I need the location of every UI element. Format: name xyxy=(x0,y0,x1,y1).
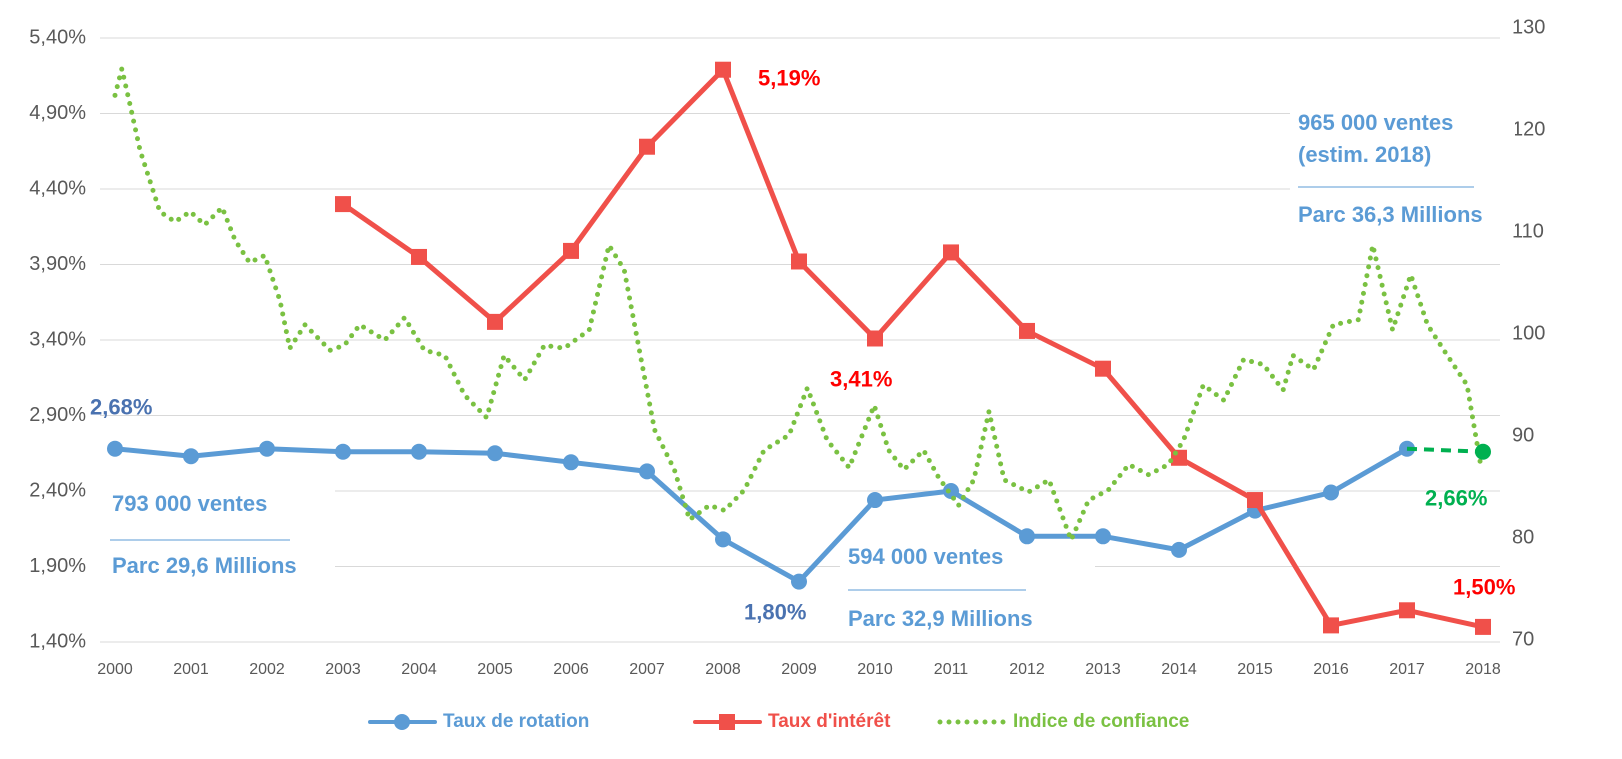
annotation: 793 000 ventes xyxy=(112,491,267,516)
data-label: 2,68% xyxy=(90,395,152,420)
marker xyxy=(335,196,351,213)
x-tick-label: 2012 xyxy=(1009,661,1045,678)
x-tick-label: 2011 xyxy=(934,661,969,678)
y2-tick-label: 110 xyxy=(1512,220,1544,242)
marker xyxy=(411,248,427,265)
marker xyxy=(563,242,579,259)
annotation: 965 000 ventes xyxy=(1298,110,1453,135)
y-tick-label: 2,40% xyxy=(29,479,86,501)
x-tick-label: 2013 xyxy=(1085,661,1121,678)
marker xyxy=(1475,443,1491,460)
marker xyxy=(867,492,883,509)
data-label: 2,66% xyxy=(1425,486,1487,511)
y2-tick-label: 100 xyxy=(1512,322,1545,344)
annotation: 594 000 ventes xyxy=(848,544,1003,569)
x-tick-label: 2015 xyxy=(1237,661,1273,678)
annotation-box xyxy=(840,540,1095,635)
legend-label: Taux d'intérêt xyxy=(768,711,891,732)
marker xyxy=(411,443,427,460)
y2-tick-label: 120 xyxy=(1512,118,1545,140)
marker xyxy=(259,440,275,457)
marker xyxy=(183,448,199,465)
data-label: 5,19% xyxy=(758,66,820,91)
marker xyxy=(943,483,959,499)
y2-tick-label: 80 xyxy=(1512,526,1534,548)
x-tick-label: 2016 xyxy=(1313,661,1349,678)
legend-label: Taux de rotation xyxy=(443,711,589,732)
y-tick-label: 3,90% xyxy=(29,253,86,275)
marker xyxy=(943,244,959,261)
y-tick-label: 2,90% xyxy=(29,404,86,426)
marker xyxy=(791,253,807,270)
x-tick-label: 2009 xyxy=(781,661,817,678)
marker xyxy=(335,443,351,460)
marker xyxy=(1019,322,1035,339)
x-tick-label: 2005 xyxy=(477,661,513,678)
series-line xyxy=(340,67,1486,630)
marker xyxy=(487,445,503,462)
x-tick-label: 2007 xyxy=(629,661,665,678)
marker xyxy=(639,463,655,480)
marker xyxy=(867,330,883,347)
marker xyxy=(107,440,123,457)
x-tick-label: 2002 xyxy=(249,661,285,678)
marker xyxy=(791,573,807,590)
y-tick-label: 4,40% xyxy=(29,177,86,199)
x-tick-label: 2017 xyxy=(1389,661,1425,678)
marker xyxy=(1399,602,1415,619)
x-tick-label: 2004 xyxy=(401,661,437,678)
marker xyxy=(1247,492,1263,509)
y2-tick-label: 130 xyxy=(1512,16,1545,38)
y-tick-label: 1,90% xyxy=(29,555,86,577)
marker xyxy=(1475,618,1491,635)
estimate-line xyxy=(1406,446,1484,454)
legend-marker xyxy=(719,714,735,730)
marker xyxy=(715,531,731,548)
marker xyxy=(1323,617,1339,634)
x-tick-label: 2018 xyxy=(1465,661,1501,678)
marker xyxy=(1323,484,1339,501)
marker xyxy=(1019,528,1035,545)
series-line xyxy=(112,446,1410,585)
annotation-box xyxy=(100,485,335,585)
x-tick-label: 2008 xyxy=(705,661,741,678)
annotation: (estim. 2018) xyxy=(1298,142,1431,167)
series-line xyxy=(112,66,1484,543)
x-tick-label: 2014 xyxy=(1161,661,1197,678)
legend-label: Indice de confiance xyxy=(1013,711,1189,732)
y-tick-label: 4,90% xyxy=(29,102,86,124)
annotation: Parc 36,3 Millions xyxy=(1298,202,1483,227)
data-label: 3,41% xyxy=(830,366,892,391)
legend-marker xyxy=(394,714,410,730)
annotation: Parc 29,6 Millions xyxy=(112,553,297,578)
annotation-box xyxy=(1290,100,1515,235)
y-tick-label: 1,40% xyxy=(29,630,86,652)
y2-tick-label: 90 xyxy=(1512,424,1534,446)
x-tick-label: 2010 xyxy=(857,661,893,678)
x-tick-label: 2000 xyxy=(97,661,133,678)
data-label: 1,80% xyxy=(744,599,806,624)
y-tick-label: 5,40% xyxy=(29,26,86,48)
y2-tick-label: 70 xyxy=(1512,628,1534,650)
marker xyxy=(1095,528,1111,545)
marker xyxy=(715,61,731,78)
marker xyxy=(1171,541,1187,558)
data-label: 1,50% xyxy=(1453,575,1515,600)
marker xyxy=(1095,360,1111,377)
x-tick-label: 2006 xyxy=(553,661,589,678)
y-tick-label: 3,40% xyxy=(29,328,86,350)
x-tick-label: 2003 xyxy=(325,661,361,678)
marker xyxy=(487,313,503,330)
marker xyxy=(563,454,579,471)
marker xyxy=(639,138,655,155)
annotation: Parc 32,9 Millions xyxy=(848,606,1033,631)
x-tick-label: 2001 xyxy=(173,661,209,678)
